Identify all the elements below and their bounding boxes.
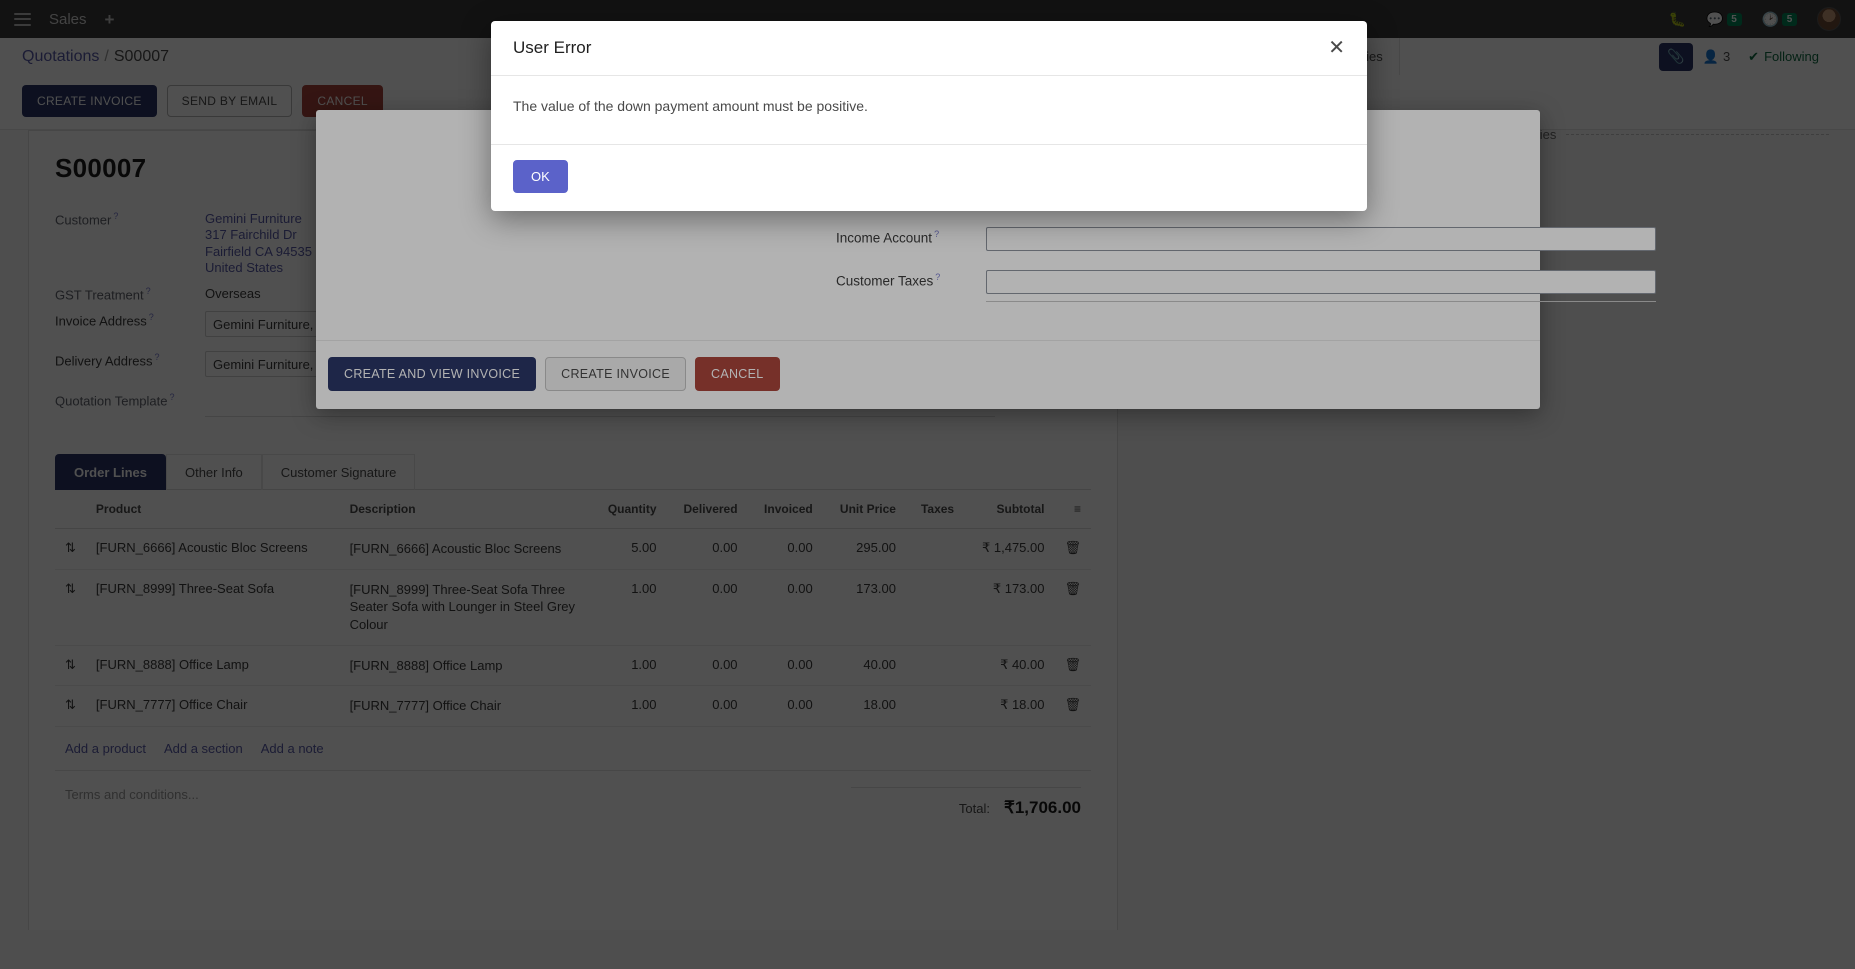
customer-taxes-field <box>986 265 1656 316</box>
user-error-dialog: User Error ✕ The value of the down payme… <box>491 21 1367 211</box>
user-error-dialog-body: The value of the down payment amount mus… <box>491 76 1367 145</box>
cancel-button-dialog[interactable]: CANCEL <box>695 356 780 391</box>
help-icon[interactable]: ? <box>935 271 941 282</box>
user-error-message: The value of the down payment amount mus… <box>513 98 868 114</box>
income-account-label: Income Account? <box>836 228 940 246</box>
user-error-dialog-footer: OK <box>491 145 1367 211</box>
close-icon[interactable]: ✕ <box>1328 37 1345 59</box>
customer-taxes-underline <box>986 294 1656 302</box>
income-account-field <box>986 222 1656 265</box>
customer-taxes-input[interactable] <box>986 269 1656 294</box>
ok-button[interactable]: OK <box>513 160 568 193</box>
down-payment-dialog-footer: CREATE AND VIEW INVOICE CREATE INVOICE C… <box>316 339 1540 409</box>
income-account-input[interactable] <box>986 226 1656 251</box>
help-icon[interactable]: ? <box>934 228 940 239</box>
user-error-dialog-header: User Error ✕ <box>491 21 1367 76</box>
create-and-view-invoice-button[interactable]: CREATE AND VIEW INVOICE <box>328 356 537 391</box>
customer-taxes-label: Customer Taxes? <box>836 271 941 289</box>
user-error-dialog-title: User Error <box>513 38 592 57</box>
create-invoice-button-dialog[interactable]: CREATE INVOICE <box>545 356 686 391</box>
